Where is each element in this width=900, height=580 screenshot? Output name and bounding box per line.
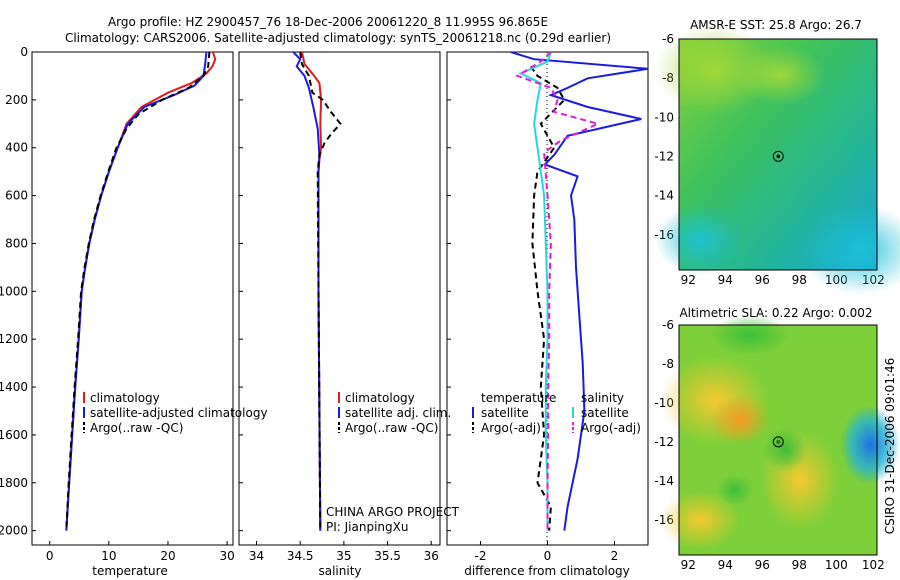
temperature-xtick-label: 20 [160,549,175,563]
legend-climatology: climatology [90,391,160,405]
salinity-xtick-label: 34.5 [287,549,314,563]
figure-title-line2: Climatology: CARS2006. Satellite-adjuste… [65,31,611,45]
temperature-panel-frame [31,51,234,546]
diff-legend-sal-argo: Argo(-adj) [581,421,641,435]
sla-map-ytick-label: -14 [654,474,674,488]
sst-heatmap [655,25,900,295]
argo-float-marker [772,436,784,448]
sla-map-ytick-label: -6 [662,318,674,332]
difference-series-temperature-argo [529,65,566,531]
salinity-xtick-label: 36 [424,549,439,563]
sla-high-patch [710,395,770,445]
sla-low-patch [763,428,807,472]
diff-legend-temp-argo: Argo(-adj) [481,421,541,435]
diff-legend-sal-satellite: satellite [581,406,629,420]
depth-tick-label: 800 [5,236,28,250]
salinity-xlabel: salinity [318,564,361,578]
sst-map-ytick-label: -6 [662,32,674,46]
sst-map-xtick-label: 92 [681,273,696,287]
sla-map-xtick-label: 96 [755,558,770,572]
temperature-series-satellite [65,52,208,531]
depth-tick-label: 1800 [0,476,28,490]
depth-tick-label: 200 [5,93,28,107]
sla-high-patch [660,490,740,550]
sla-map-xtick-label: 98 [792,558,807,572]
temperature-legend: climatology satellite-adjusted climatolo… [83,391,268,435]
sla-map-xtick-label: 94 [718,558,733,572]
difference-curves [510,52,648,545]
difference-xtick-label: 2 [611,549,619,563]
sst-map-ytick-label: -14 [654,189,674,203]
temperature-curves [65,52,217,531]
sal-legend-satellite: satellite adj. clim. [345,406,451,420]
legend-satellite: satellite-adjusted climatology [90,406,268,420]
sla-very-low-patch [840,405,900,485]
salinity-series-satellite [292,52,322,531]
salinity-panel-frame [238,51,441,546]
diff-legend-salinity-heading: salinity [581,391,624,405]
salinity-curves [292,52,342,531]
sla-map-ytick-label: -8 [662,357,674,371]
argo-float-dot [776,439,781,444]
sla-map-ytick-label: -12 [654,435,674,449]
sla-map-xtick-label: 100 [825,558,848,572]
salinity-xtick-label: 34 [249,549,264,563]
depth-tick-label: 0 [20,45,28,59]
figure-title-line1: Argo profile: HZ 2900457_76 18-Dec-2006 … [108,15,548,29]
diff-legend-temperature-heading: temperature [481,391,556,405]
difference-xtick-label: 0 [544,549,552,563]
sst-map-xtick-label: 94 [718,273,733,287]
temperature-xlabel: temperature [92,564,167,578]
depth-tick-label: 1600 [0,428,28,442]
sst-cool-patch [655,205,745,275]
temperature-xtick-label: 0 [46,549,54,563]
sst-map-frame [678,38,878,271]
sla-low-patch [710,315,790,355]
argo-float-dot [776,154,781,159]
sla-low-patch [717,474,753,506]
credit-pi: PI: JianpingXu [326,520,408,534]
sst-map-xtick-label: 96 [755,273,770,287]
depth-tick-label: 600 [5,189,28,203]
sla-heatmap [660,315,900,556]
credit-project: CHINA ARGO PROJECT [326,505,460,519]
sst-cool-patch [800,205,900,295]
legend-argo: Argo(..raw -QC) [90,421,183,435]
difference-series-salinity-argo [515,52,601,531]
sla-map-title: Altimetric SLA: 0.22 Argo: 0.002 [679,306,872,320]
salinity-legend: climatology satellite adj. clim. Argo(..… [338,391,451,435]
sst-map-xtick-label: 98 [792,273,807,287]
depth-tick-label: 1400 [0,380,28,394]
side-timestamp-label: CSIRO 31-Dec-2006 09:01:46 [883,358,897,535]
salinity-xtick-label: 35.5 [374,549,401,563]
sla-map-xtick-label: 102 [862,558,885,572]
salinity-series-argo [299,52,342,531]
depth-tick-label: 1000 [0,284,28,298]
difference-xlabel: difference from climatology [464,564,630,578]
argo-float-marker [772,150,784,162]
difference-xtick-label: -2 [475,549,487,563]
temperature-series-argo [65,52,211,531]
sla-map-frame [678,324,878,556]
sal-legend-climatology: climatology [345,391,415,405]
sst-warm-patch [735,45,825,105]
temperature-xtick-label: 30 [219,549,234,563]
depth-tick-label: 2000 [0,524,28,538]
sst-map-ytick-label: -12 [654,149,674,163]
depth-tick-label: 400 [5,141,28,155]
difference-legend: temperature satellite Argo(-adj) salinit… [472,391,641,435]
difference-series-temperature-satellite [510,52,648,531]
difference-series-salinity-satellite [518,52,552,531]
diff-legend-temp-satellite: satellite [481,406,529,420]
sal-legend-argo: Argo(..raw -QC) [345,421,438,435]
temperature-series-climatology [65,52,217,531]
depth-tick-label: 1200 [0,332,28,346]
sst-map-ytick-label: -10 [654,110,674,124]
temperature-xtick-label: 10 [101,549,116,563]
salinity-xtick-label: 35 [336,549,351,563]
sla-map-xtick-label: 92 [681,558,696,572]
